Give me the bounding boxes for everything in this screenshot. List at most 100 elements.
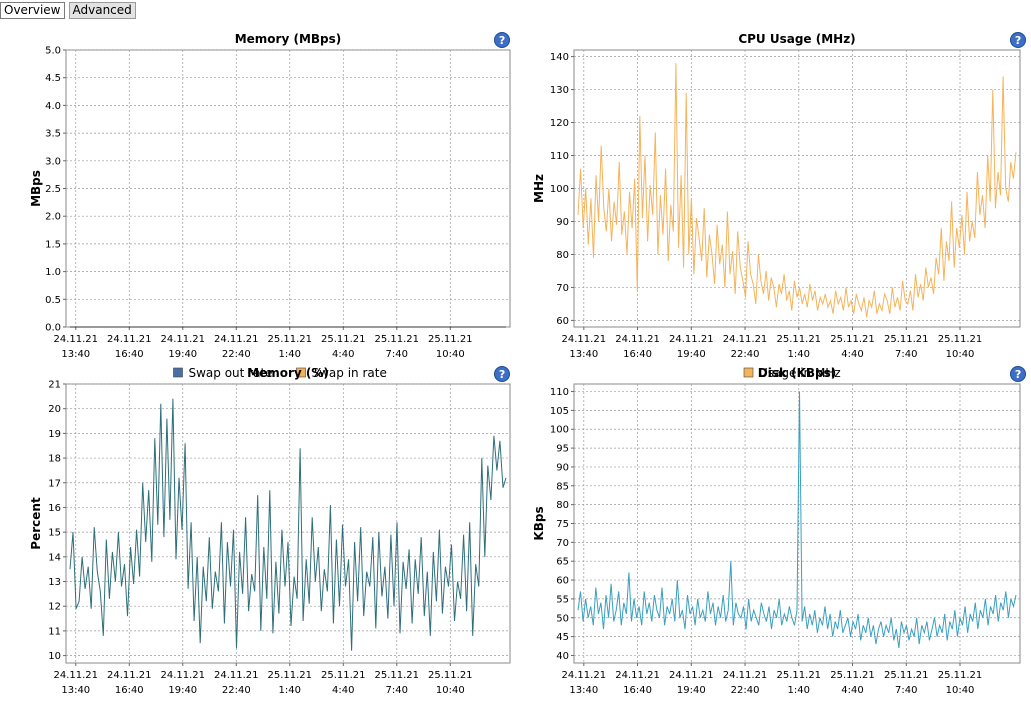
x-tick-date: 25.11.21 xyxy=(375,670,420,681)
x-tick-date: 24.11.21 xyxy=(723,334,768,345)
y-tick-label: 4.5 xyxy=(45,73,61,84)
y-tick-label: 140 xyxy=(550,52,569,63)
y-tick-label: 120 xyxy=(550,118,569,129)
y-axis-label: MHz xyxy=(532,174,546,203)
chart-memory-mbps: Memory (MBps) ? 0.0 0.5 1.0 1.5 2.0 2.5 3.0 3.5 4.… xyxy=(29,32,511,380)
x-tick-time: 13:40 xyxy=(569,685,598,696)
y-tick-label: 50 xyxy=(556,613,569,624)
help-icon[interactable]: ? xyxy=(1010,32,1026,48)
tab-bar: Overview Advanced xyxy=(0,2,136,19)
y-tick-label: 17 xyxy=(48,478,61,489)
y-tick-label: 1.5 xyxy=(45,239,61,250)
chart-title: Disk (KBps) xyxy=(758,366,837,380)
x-tick-time: 22:40 xyxy=(222,685,251,696)
y-tick-label: 3.0 xyxy=(45,156,61,167)
y-axis-label: KBps xyxy=(532,506,546,540)
tab-overview[interactable]: Overview xyxy=(0,2,65,19)
plot-area xyxy=(573,383,1021,664)
x-tick-time: 1:40 xyxy=(279,685,301,696)
y-tick-label: 15 xyxy=(48,528,61,539)
chart-panel-memory-mbps: Memory (MBps)? 0.0 0.5 1.0 1.5 2.0 2.5 3.0 3.5 4.… xyxy=(0,26,515,380)
x-tick-time: 16:40 xyxy=(623,685,652,696)
help-icon[interactable]: ? xyxy=(494,366,510,382)
y-tick-label: 0.5 xyxy=(45,295,61,306)
plot-area xyxy=(65,383,511,664)
help-icon-circle xyxy=(494,366,510,382)
help-icon[interactable]: ? xyxy=(494,32,510,48)
x-tick-date: 25.11.21 xyxy=(938,670,983,681)
y-tick-label: 18 xyxy=(48,454,61,465)
x-tick-time: 1:40 xyxy=(788,349,810,360)
x-tick-time: 22:40 xyxy=(731,685,760,696)
x-tick-date: 25.11.21 xyxy=(428,334,473,345)
x-tick-date: 25.11.21 xyxy=(830,334,875,345)
chart-panel-memory-percent: Memory (%)? 10 11 12 13 14 15 16 17 18 19 20 21 24.11… xyxy=(0,360,515,700)
y-axis-label: MBps xyxy=(29,170,43,207)
y-tick-label: 10 xyxy=(48,651,61,662)
x-tick-time: 1:40 xyxy=(788,685,810,696)
x-tick-date: 24.11.21 xyxy=(723,670,768,681)
y-tick-label: 60 xyxy=(556,576,569,587)
y-tick-label: 16 xyxy=(48,503,61,514)
help-icon-circle xyxy=(1010,32,1026,48)
y-tick-label: 45 xyxy=(556,632,569,643)
series-line-usage-in-mhz xyxy=(577,63,1017,318)
x-tick-time: 4:40 xyxy=(841,349,863,360)
x-tick-date: 24.11.21 xyxy=(107,670,152,681)
y-tick-label: 2.5 xyxy=(45,184,61,195)
x-tick-date: 25.11.21 xyxy=(375,334,420,345)
help-icon-glyph: ? xyxy=(1015,368,1021,381)
y-tick-label: 75 xyxy=(556,519,569,530)
legend-item-swap-out-rate: Swap out rate xyxy=(173,366,273,380)
chart-title: Memory (MBps) xyxy=(235,32,342,46)
y-tick-label: 21 xyxy=(48,380,61,391)
y-tick-label: 90 xyxy=(556,462,569,473)
x-tick-date: 24.11.21 xyxy=(54,334,99,345)
y-tick-label: 11 xyxy=(48,626,61,637)
x-tick-time: 16:40 xyxy=(623,349,652,360)
x-tick-time: 13:40 xyxy=(61,685,90,696)
y-tick-label: 1.0 xyxy=(45,267,61,278)
x-tick-time: 4:40 xyxy=(332,349,354,360)
help-icon-circle xyxy=(1010,366,1026,382)
chart-cpu-usage: CPU Usage (MHz) ? 60 70 80 90 100 110 120 130 140 2… xyxy=(532,32,1026,380)
legend-swatch xyxy=(296,367,306,378)
legend-label: Swap in rate xyxy=(312,366,387,380)
y-tick-label: 0.0 xyxy=(45,323,61,334)
x-tick-date: 24.11.21 xyxy=(615,334,660,345)
tab-advanced[interactable]: Advanced xyxy=(68,2,136,19)
x-tick-date: 24.11.21 xyxy=(669,334,714,345)
help-icon[interactable]: ? xyxy=(1010,366,1026,382)
x-tick-date: 24.11.21 xyxy=(214,334,259,345)
y-tick-label: 55 xyxy=(556,594,569,605)
x-tick-date: 25.11.21 xyxy=(428,670,473,681)
y-tick-label: 70 xyxy=(556,538,569,549)
x-tick-time: 19:40 xyxy=(168,685,197,696)
x-tick-date: 25.11.21 xyxy=(321,334,366,345)
x-tick-date: 25.11.21 xyxy=(268,670,313,681)
x-tick-date: 24.11.21 xyxy=(107,334,152,345)
help-icon-glyph: ? xyxy=(499,34,505,47)
x-tick-time: 4:40 xyxy=(332,685,354,696)
chart-memory-percent: Memory (%) ? 10 11 12 13 14 15 16 17 18 19 20 21 24.11… xyxy=(29,366,511,696)
y-tick-label: 5.0 xyxy=(45,46,61,57)
series-line-usage xyxy=(69,398,507,651)
y-tick-label: 19 xyxy=(48,429,61,440)
y-tick-label: 85 xyxy=(556,481,569,492)
y-tick-label: 12 xyxy=(48,602,61,613)
x-tick-date: 24.11.21 xyxy=(214,670,259,681)
y-tick-label: 65 xyxy=(556,557,569,568)
series-line-usage xyxy=(577,391,1017,648)
x-tick-date: 24.11.21 xyxy=(562,334,607,345)
y-tick-label: 95 xyxy=(556,444,569,455)
x-tick-time: 10:40 xyxy=(436,349,465,360)
y-tick-label: 130 xyxy=(550,85,569,96)
y-tick-label: 20 xyxy=(48,404,61,415)
x-tick-time: 7:40 xyxy=(895,685,917,696)
chart-title: Memory (%) xyxy=(247,366,329,380)
x-tick-time: 10:40 xyxy=(946,685,975,696)
y-tick-label: 4.0 xyxy=(45,101,61,112)
x-tick-time: 1:40 xyxy=(279,349,301,360)
x-tick-date: 25.11.21 xyxy=(777,334,822,345)
legend-item-swap-in-rate: Swap in rate xyxy=(296,366,387,380)
